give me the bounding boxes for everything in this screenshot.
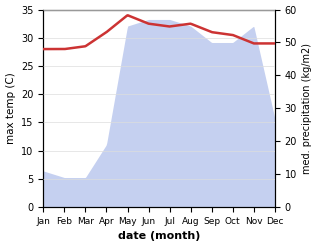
- Y-axis label: med. precipitation (kg/m2): med. precipitation (kg/m2): [302, 43, 313, 174]
- Y-axis label: max temp (C): max temp (C): [5, 72, 16, 144]
- X-axis label: date (month): date (month): [118, 231, 200, 242]
